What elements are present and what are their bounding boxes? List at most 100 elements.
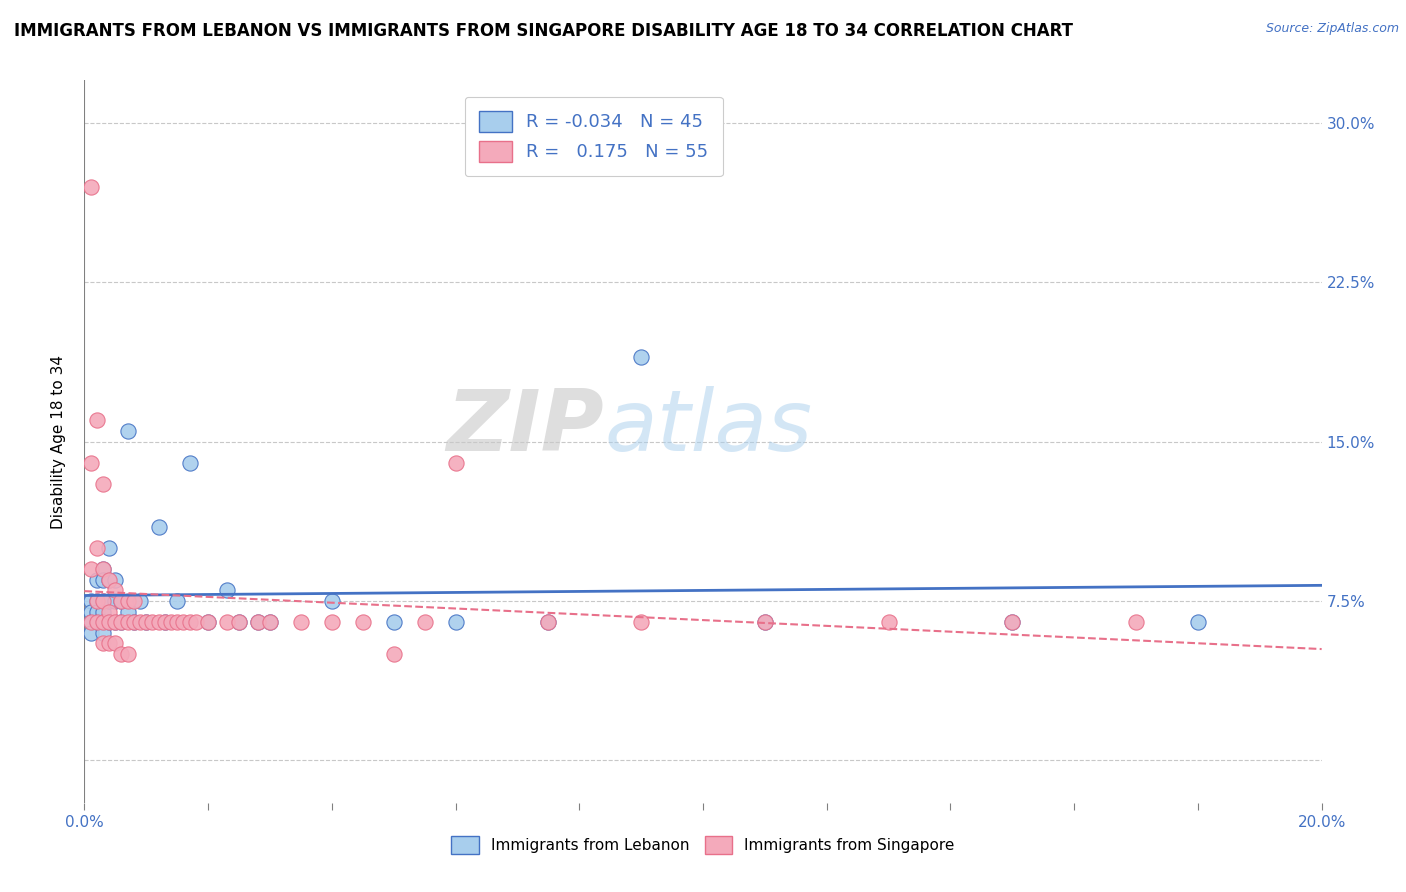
Point [117, 594, 139, 608]
Point [630, 615, 652, 630]
Point [166, 615, 188, 630]
Point [129, 594, 152, 608]
Point [382, 615, 405, 630]
Point [104, 615, 127, 630]
Point [352, 615, 374, 630]
Point [98, 605, 121, 619]
Point [197, 615, 219, 630]
Point [321, 594, 343, 608]
Point [91, 594, 114, 608]
Point [104, 636, 127, 650]
Point [215, 583, 238, 598]
Point [91, 615, 114, 630]
Point [79, 625, 101, 640]
Point [91, 594, 114, 608]
Y-axis label: Disability Age 18 to 34: Disability Age 18 to 34 [51, 354, 66, 529]
Point [104, 573, 127, 587]
Point [98, 573, 121, 587]
Point [117, 424, 139, 438]
Text: ZIP: ZIP [446, 385, 605, 468]
Point [104, 615, 127, 630]
Point [153, 615, 176, 630]
Point [86, 605, 108, 619]
Point [1001, 615, 1024, 630]
Point [141, 615, 163, 630]
Point [290, 615, 312, 630]
Point [537, 615, 560, 630]
Point [259, 615, 281, 630]
Point [382, 647, 405, 661]
Point [877, 615, 900, 630]
Point [1001, 615, 1024, 630]
Point [122, 594, 145, 608]
Point [160, 615, 183, 630]
Point [197, 615, 219, 630]
Point [321, 615, 343, 630]
Point [122, 615, 145, 630]
Point [79, 615, 101, 630]
Point [91, 562, 114, 576]
Point [754, 615, 776, 630]
Point [135, 615, 157, 630]
Point [79, 562, 101, 576]
Point [98, 573, 121, 587]
Point [135, 615, 157, 630]
Legend: Immigrants from Lebanon, Immigrants from Singapore: Immigrants from Lebanon, Immigrants from… [446, 830, 960, 860]
Point [153, 615, 176, 630]
Point [79, 594, 101, 608]
Point [98, 615, 121, 630]
Point [104, 594, 127, 608]
Point [86, 573, 108, 587]
Point [79, 615, 101, 630]
Text: atlas: atlas [605, 385, 813, 468]
Point [444, 456, 467, 470]
Point [122, 615, 145, 630]
Point [86, 541, 108, 555]
Point [104, 583, 127, 598]
Point [79, 179, 101, 194]
Point [91, 636, 114, 650]
Point [86, 615, 108, 630]
Point [110, 615, 132, 630]
Point [184, 615, 207, 630]
Point [148, 519, 170, 533]
Point [537, 615, 560, 630]
Point [86, 413, 108, 427]
Point [1187, 615, 1209, 630]
Point [413, 615, 436, 630]
Point [117, 647, 139, 661]
Point [86, 594, 108, 608]
Point [129, 615, 152, 630]
Point [91, 615, 114, 630]
Point [91, 573, 114, 587]
Point [79, 605, 101, 619]
Point [86, 594, 108, 608]
Point [1125, 615, 1147, 630]
Point [259, 615, 281, 630]
Point [148, 615, 170, 630]
Point [110, 647, 132, 661]
Point [228, 615, 250, 630]
Point [117, 605, 139, 619]
Point [91, 605, 114, 619]
Point [166, 594, 188, 608]
Point [110, 615, 132, 630]
Point [91, 625, 114, 640]
Point [179, 615, 201, 630]
Point [215, 615, 238, 630]
Point [117, 615, 139, 630]
Text: Source: ZipAtlas.com: Source: ZipAtlas.com [1265, 22, 1399, 36]
Point [91, 477, 114, 491]
Point [91, 562, 114, 576]
Point [86, 615, 108, 630]
Point [444, 615, 467, 630]
Point [179, 456, 201, 470]
Point [98, 594, 121, 608]
Point [754, 615, 776, 630]
Text: IMMIGRANTS FROM LEBANON VS IMMIGRANTS FROM SINGAPORE DISABILITY AGE 18 TO 34 COR: IMMIGRANTS FROM LEBANON VS IMMIGRANTS FR… [14, 22, 1073, 40]
Point [79, 456, 101, 470]
Point [110, 594, 132, 608]
Point [98, 615, 121, 630]
Point [246, 615, 269, 630]
Point [246, 615, 269, 630]
